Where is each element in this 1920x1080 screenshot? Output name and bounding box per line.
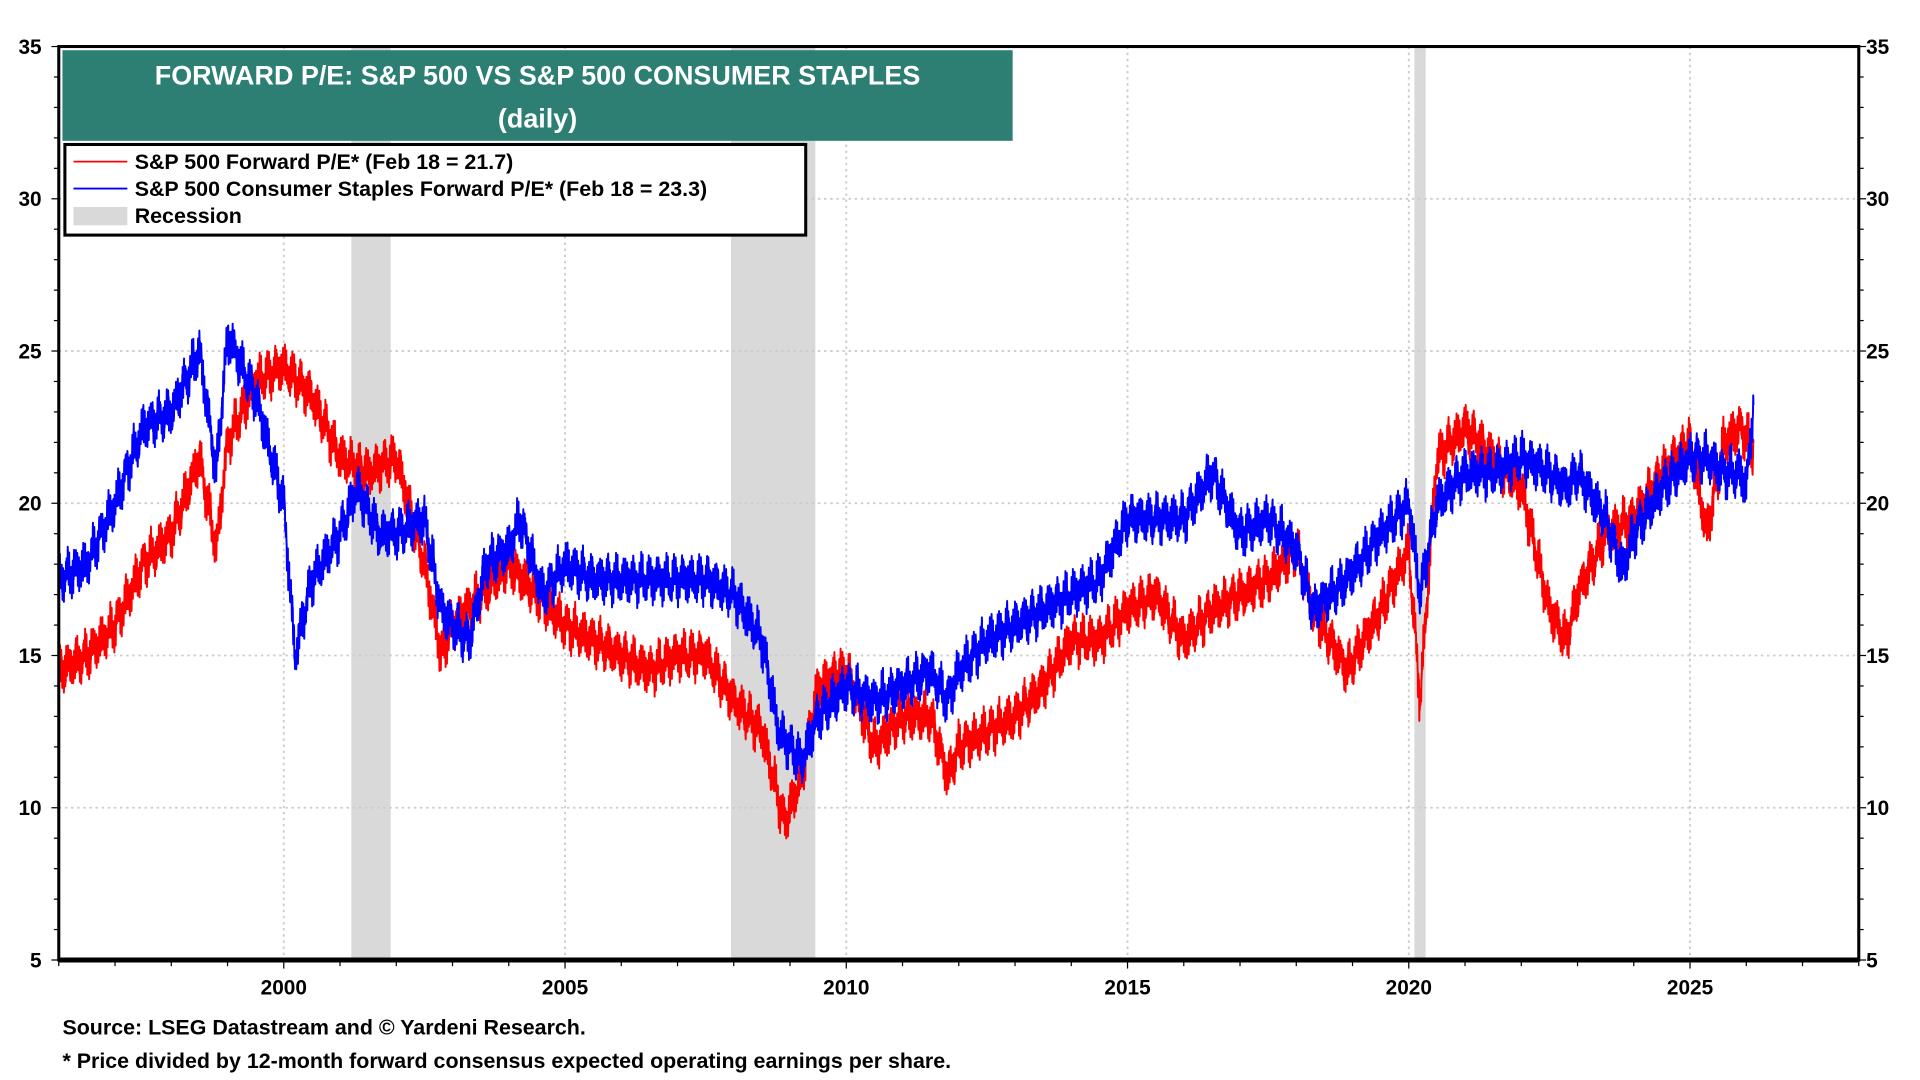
y-tick-label-right: 15: [1866, 645, 1889, 668]
y-tick-label-left: 10: [18, 797, 41, 820]
x-tick-label: 2020: [1386, 976, 1432, 999]
y-tick-label-left: 35: [18, 36, 41, 59]
legend-label-sp500: S&P 500 Forward P/E* (Feb 18 = 21.7): [135, 150, 514, 174]
source-note: Source: LSEG Datastream and © Yardeni Re…: [62, 1016, 585, 1040]
legend-label-recession: Recession: [135, 204, 242, 228]
x-tick-label: 2010: [823, 976, 869, 999]
legend: S&P 500 Forward P/E* (Feb 18 = 21.7) S&P…: [63, 142, 808, 237]
y-tick-label-left: 25: [18, 340, 41, 363]
chart-title: FORWARD P/E: S&P 500 VS S&P 500 CONSUMER…: [155, 60, 921, 90]
x-tick-label: 2025: [1667, 976, 1713, 999]
y-tick-label-left: 15: [18, 645, 41, 668]
legend-swatch-recession: [73, 206, 128, 226]
y-tick-label-right: 10: [1866, 797, 1889, 820]
y-tick-label-right: 20: [1866, 493, 1889, 516]
y-tick-label-right: 30: [1866, 188, 1889, 211]
title-box: [62, 50, 1013, 141]
y-tick-label-right: 5: [1866, 949, 1878, 972]
footnote: * Price divided by 12-month forward cons…: [62, 1049, 951, 1073]
gridlines: [58, 46, 1859, 960]
x-tick-label: 2015: [1104, 976, 1150, 999]
y-tick-label-right: 25: [1866, 340, 1889, 363]
legend-label-staples: S&P 500 Consumer Staples Forward P/E* (F…: [135, 177, 707, 201]
y-tick-label-left: 20: [18, 493, 41, 516]
chart-subtitle: (daily): [498, 103, 577, 133]
x-tick-label: 2000: [261, 976, 307, 999]
series-lines: [57, 322, 1755, 840]
y-tick-label-left: 5: [30, 949, 42, 972]
sp500-forward-pe-line: [57, 343, 1755, 840]
y-tick-label-left: 30: [18, 188, 41, 211]
y-tick-label-right: 35: [1866, 36, 1889, 59]
consumer-staples-forward-pe-line: [57, 322, 1755, 785]
x-tick-label: 2005: [542, 976, 588, 999]
